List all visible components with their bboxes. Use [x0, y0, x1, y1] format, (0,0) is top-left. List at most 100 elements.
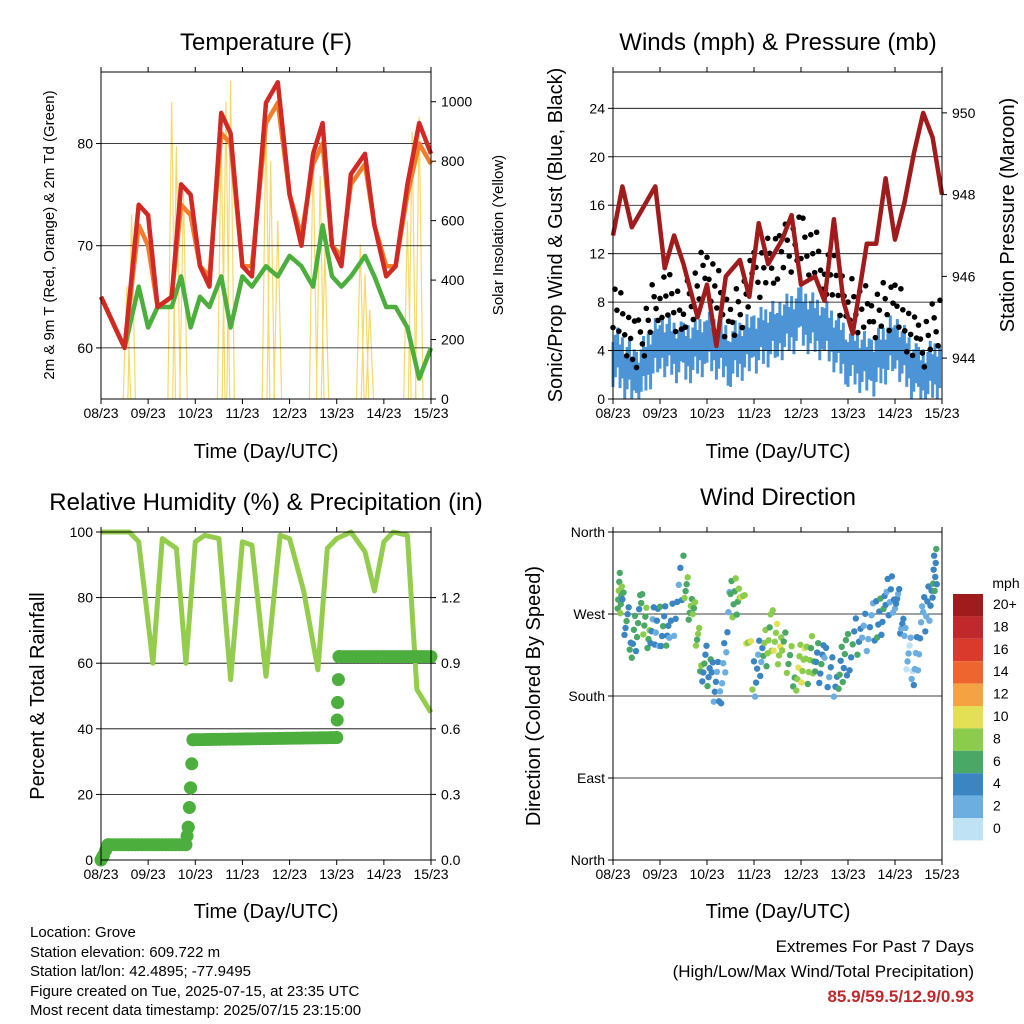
wind-gust-point [868, 302, 875, 309]
wind-direction-point [644, 644, 651, 652]
wind-direction-point [682, 587, 689, 595]
wind-gust-point [737, 311, 744, 318]
wind-direction-point [683, 581, 690, 588]
wind-direction-point [640, 631, 647, 638]
wind-direction-point [895, 585, 903, 593]
winds-xtick-label: 11/23 [737, 405, 771, 421]
colorbar-label: 20+ [993, 596, 1017, 612]
direction-xtick-label: 12/23 [783, 866, 818, 882]
wind-gust-point [655, 317, 661, 324]
winds-xtick-label: 10/23 [689, 405, 724, 421]
direction-frame [612, 531, 943, 861]
wind-gust-point [874, 291, 881, 298]
wind-gust-point [653, 305, 659, 312]
wind-direction-point [782, 629, 789, 636]
precipitation-point [330, 713, 344, 727]
wind-direction-point [774, 661, 782, 668]
wind-direction-point [892, 600, 900, 607]
wind-direction-point [626, 646, 633, 653]
wind-gust-point [614, 307, 620, 313]
wind-direction-point [677, 564, 684, 572]
wind-gust-point [933, 328, 939, 335]
winds-xtick-label: 09/23 [642, 405, 677, 421]
wind-gust-point [731, 332, 738, 339]
wind-direction-point [799, 667, 806, 675]
wind-gust-point [774, 276, 781, 282]
direction-xtick-label: 08/23 [595, 866, 630, 882]
wind-direction-point [659, 622, 667, 630]
wind-gust-point [712, 283, 718, 289]
temperature-xtick-label: 10/23 [178, 405, 213, 421]
colorbar-swatch [953, 818, 983, 841]
wind-direction-point [826, 673, 833, 681]
humidity-xtick-label: 10/23 [178, 866, 213, 882]
wind-direction-point [930, 552, 938, 559]
wind-direction-point [917, 619, 925, 626]
wind-direction-point [712, 678, 720, 686]
wind-direction-point [817, 670, 824, 677]
solar-insolation-spike [414, 116, 424, 400]
colorbar-swatch [953, 638, 983, 662]
wind-gust-point [639, 341, 646, 347]
winds-xtick-label: 12/23 [783, 405, 818, 421]
wind-direction-point [933, 545, 940, 553]
direction-ylabel-left: Direction (Colored By Speed) [523, 566, 545, 826]
wind-direction-point [704, 682, 711, 690]
humidity-ytick-right-label: 0.0 [441, 852, 461, 868]
wind-direction-point [812, 658, 820, 666]
solar-insolation-spike [179, 190, 188, 400]
station-latlon: Station lat/lon: 42.4895; -77.9495 [30, 963, 252, 980]
wind-gust-point [625, 314, 632, 321]
winds-ytick-right-label: 950 [952, 105, 976, 121]
wind-gust-point [804, 253, 810, 259]
wind-direction-point [786, 651, 794, 659]
wind-gust-point [747, 257, 753, 264]
wind-gust-point [772, 235, 779, 242]
wind-direction-point [724, 629, 731, 636]
wind-gust-point [884, 311, 890, 318]
wind-direction-point [793, 687, 800, 694]
temperature-xtick-label: 15/23 [413, 405, 448, 421]
wind-direction-point [931, 587, 938, 595]
precipitation-point [182, 801, 196, 815]
wind-gust-point [733, 285, 740, 292]
wind-direction-point [662, 603, 669, 610]
wind-direction-point [916, 635, 924, 642]
humidity-ytick-right-label: 1.2 [441, 590, 461, 606]
wind-gust-point [694, 283, 701, 289]
wind-gust-point [921, 364, 928, 370]
wind-gust-point [663, 293, 669, 299]
wind-direction-point [710, 698, 717, 705]
wind-gust-point [894, 303, 900, 309]
wind-direction-point [816, 679, 823, 687]
direction-ytick-label: East [577, 770, 605, 786]
humidity-ytick-label: 60 [77, 655, 93, 671]
station-pressure-line [610, 110, 945, 349]
wind-direction-point [854, 651, 861, 658]
wind-gust-point [710, 261, 716, 267]
colorbar-swatch [953, 706, 983, 729]
temperature-xtick-label: 09/23 [131, 405, 166, 421]
wind-gust-point [651, 293, 657, 300]
wind-direction-point [733, 611, 740, 618]
wind-direction-point [860, 622, 867, 629]
extremes-values: 85.9/59.5/12.9/0.93 [827, 987, 974, 1006]
wind-gust-point [713, 305, 720, 311]
wind-gust-point [676, 307, 683, 313]
wind-direction-point [675, 581, 682, 589]
wind-gust-point [915, 322, 922, 328]
wind-gust-point [641, 353, 648, 359]
wind-direction-point [775, 652, 783, 659]
winds-ytick-label: 8 [597, 294, 605, 310]
humidity-xtick-label: 14/23 [366, 866, 401, 882]
wind-gust-point [927, 346, 934, 353]
wind-direction-point [837, 657, 844, 664]
wind-direction-point [804, 680, 811, 688]
wind-direction-point [685, 616, 692, 623]
winds-ytick-label: 16 [589, 197, 605, 213]
wind-direction-point [770, 647, 778, 654]
wind-direction-point [830, 693, 838, 700]
wind-direction-point [901, 632, 908, 640]
wind-direction-point [879, 618, 886, 626]
wind-direction-point [933, 581, 940, 588]
